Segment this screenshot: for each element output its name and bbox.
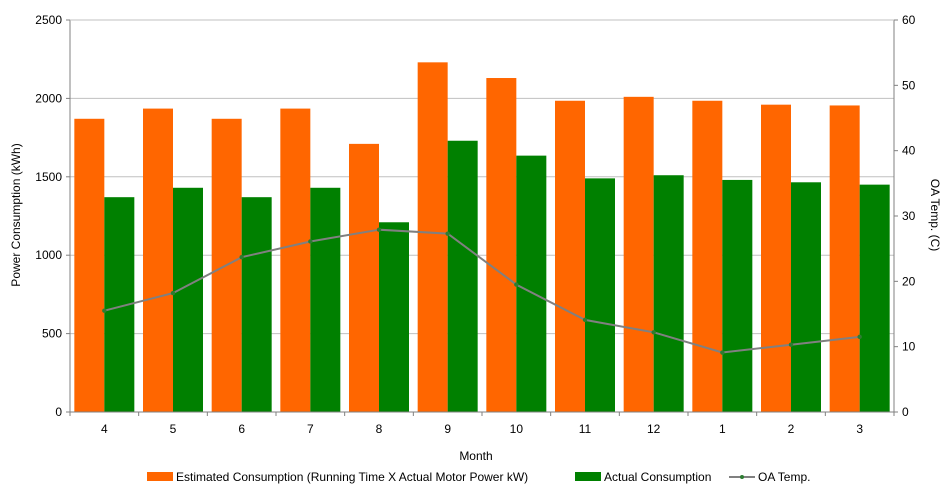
- bar-estimated-1: [692, 100, 723, 412]
- bar-estimated-9: [417, 62, 448, 412]
- oa-temp-point-5: [170, 290, 176, 296]
- oa-temp-polyline: [104, 228, 860, 354]
- x-tick-label: 6: [238, 422, 245, 436]
- oa-temp-point-1: [720, 350, 725, 355]
- legend-swatch-oa-temp-marker: [740, 475, 744, 479]
- bar-actual-5: [173, 187, 203, 412]
- bar-actual-8: [379, 222, 409, 412]
- bar-estimated-3: [829, 105, 860, 413]
- bar-actual-3: [859, 184, 890, 412]
- oa-temp-point-10: [514, 282, 519, 287]
- x-tick-label: 12: [647, 422, 661, 436]
- legend-label-oa-temp: OA Temp.: [758, 470, 810, 484]
- x-axis-ticks: 4 5 6 7 8 9 10 11 12 1 2 3: [69, 412, 895, 436]
- bar-estimated-5: [143, 108, 173, 412]
- bars: [74, 62, 890, 413]
- bar-actual-11: [585, 178, 615, 412]
- bar-actual-1: [722, 179, 753, 412]
- y2-tick-label: 0: [902, 405, 909, 419]
- right-axis-ticks: 0 10 20 30 40 50 60: [894, 13, 916, 419]
- x-tick-label: 1: [719, 422, 726, 436]
- legend-label-estimated: Estimated Consumption (Running Time X Ac…: [176, 470, 528, 484]
- x-tick-label: 8: [376, 422, 383, 436]
- bar-estimated-7: [280, 108, 311, 412]
- y2-tick-label: 40: [902, 144, 916, 158]
- bar-estimated-11: [555, 100, 585, 412]
- oa-temp-point-6: [239, 254, 244, 260]
- x-tick-label: 5: [170, 422, 177, 436]
- y2-tick-label: 30: [902, 209, 916, 223]
- y-tick-label: 2000: [35, 91, 62, 105]
- x-tick-label: 2: [788, 422, 795, 436]
- bar-estimated-12: [623, 96, 654, 412]
- x-tick-label: 11: [579, 422, 592, 436]
- oa-temp-point-12: [651, 330, 656, 335]
- bar-actual-2: [791, 182, 821, 412]
- x-tick-label: 9: [444, 422, 451, 436]
- oa-temp-point-2: [788, 342, 794, 347]
- x-tick-label: 10: [510, 422, 524, 436]
- y2-tick-label: 10: [902, 340, 916, 354]
- oa-temp-point-4: [102, 308, 107, 313]
- y2-tick-label: 50: [902, 78, 916, 92]
- bar-actual-12: [653, 175, 684, 412]
- oa-temp-point-11: [582, 317, 588, 323]
- oa-temp-point-3: [857, 334, 862, 340]
- legend-swatch-actual: [575, 472, 601, 481]
- x-tick-label: 4: [101, 422, 108, 436]
- y-tick-label: 1500: [35, 170, 62, 184]
- temperature-line: [102, 227, 862, 355]
- gridlines: [70, 97, 894, 335]
- x-axis-title: Month: [459, 449, 492, 463]
- bar-actual-7: [310, 187, 341, 412]
- y2-tick-label: 60: [902, 13, 916, 27]
- bar-estimated-4: [74, 118, 105, 412]
- oa-temp-point-9: [445, 231, 450, 236]
- y2-tick-label: 20: [902, 274, 916, 288]
- y2-axis-title: OA Temp. (C): [928, 179, 940, 251]
- legend: Estimated Consumption (Running Time X Ac…: [147, 470, 810, 484]
- bar-actual-6: [241, 197, 272, 412]
- x-tick-label: 3: [856, 422, 863, 436]
- left-axis-ticks: 0 500 1000 1500 2000 2500: [35, 13, 70, 419]
- y-axis-title: Power Consumption (kWh): [9, 143, 23, 286]
- x-tick-label: 7: [307, 422, 314, 436]
- bar-actual-9: [447, 140, 478, 412]
- y-tick-label: 1000: [35, 248, 62, 262]
- bar-actual-10: [516, 155, 547, 412]
- oa-temp-point-7: [308, 239, 313, 244]
- y-tick-label: 2500: [35, 13, 62, 27]
- legend-label-actual: Actual Consumption: [604, 470, 711, 484]
- legend-swatch-estimated: [147, 472, 173, 481]
- bar-estimated-8: [349, 143, 379, 412]
- bar-estimated-10: [486, 78, 517, 413]
- y-tick-label: 0: [55, 405, 62, 419]
- y-tick-label: 500: [42, 327, 62, 341]
- oa-temp-point-8: [376, 227, 382, 232]
- bar-estimated-2: [761, 104, 791, 412]
